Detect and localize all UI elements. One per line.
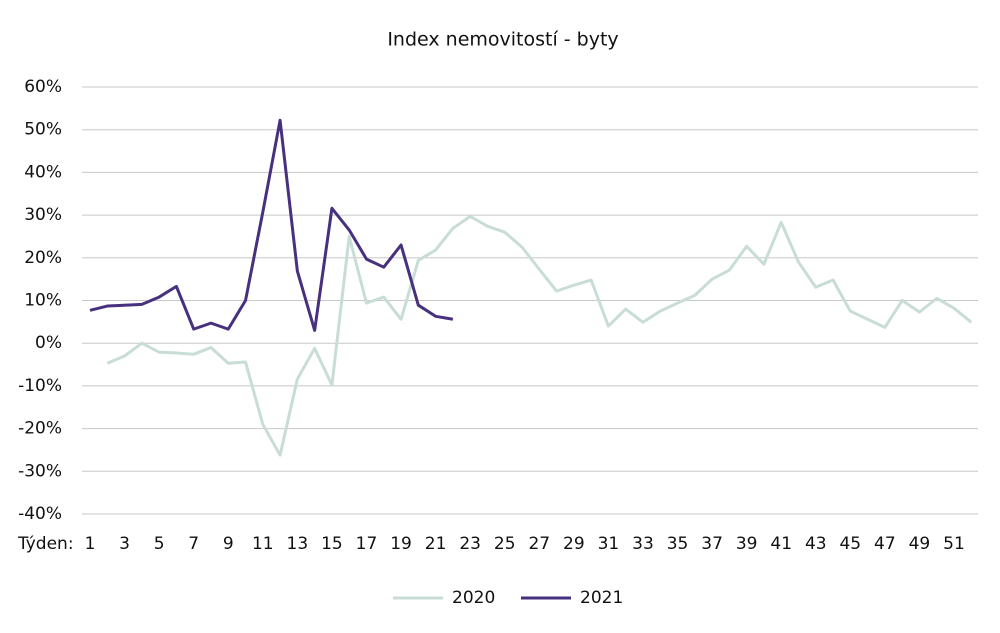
x-tick-label: 35 [667,534,689,554]
y-tick-label: -30% [18,461,62,481]
x-tick-label: 49 [909,534,931,554]
y-tick-label: -40% [18,504,62,524]
x-tick-label: 1 [85,534,96,554]
x-tick-label: 19 [390,534,412,554]
x-tick-label: 21 [425,534,447,554]
x-tick-label: 9 [223,534,234,554]
x-tick-label: 11 [252,534,274,554]
line-series [89,118,454,332]
x-tick-label: 39 [736,534,758,554]
legend-label: 2021 [580,588,623,608]
y-tick-label: 10% [24,291,62,311]
y-tick-label: -10% [18,376,62,396]
x-tick-label: 7 [188,534,199,554]
chart-title: Index nemovitostí - byty [387,29,618,51]
x-tick-label: 33 [632,534,654,554]
y-tick-label: 50% [24,120,62,140]
y-tick-label: 40% [24,162,62,182]
x-tick-label: 15 [321,534,343,554]
y-tick-label: 0% [35,333,62,353]
x-tick-label: 29 [563,534,585,554]
y-tick-label: -20% [18,419,62,439]
y-tick-label: 60% [24,77,62,97]
x-tick-label: 27 [528,534,550,554]
x-tick-label: 17 [356,534,378,554]
x-tick-label: 5 [154,534,165,554]
x-axis-label: Týden: [17,534,74,554]
x-tick-label: 45 [839,534,861,554]
x-tick-label: 23 [459,534,481,554]
x-tick-label: 43 [805,534,827,554]
x-tick-label: 13 [287,534,309,554]
y-tick-label: 30% [24,205,62,225]
y-tick-label: 20% [24,248,62,268]
x-tick-label: 47 [874,534,896,554]
x-tick-label: 3 [119,534,130,554]
x-tick-label: 31 [598,534,620,554]
legend-label: 2020 [452,588,495,608]
x-tick-label: 51 [943,534,965,554]
x-tick-label: 37 [701,534,723,554]
line-series [106,214,973,457]
x-tick-label: 25 [494,534,516,554]
x-tick-label: 41 [770,534,792,554]
